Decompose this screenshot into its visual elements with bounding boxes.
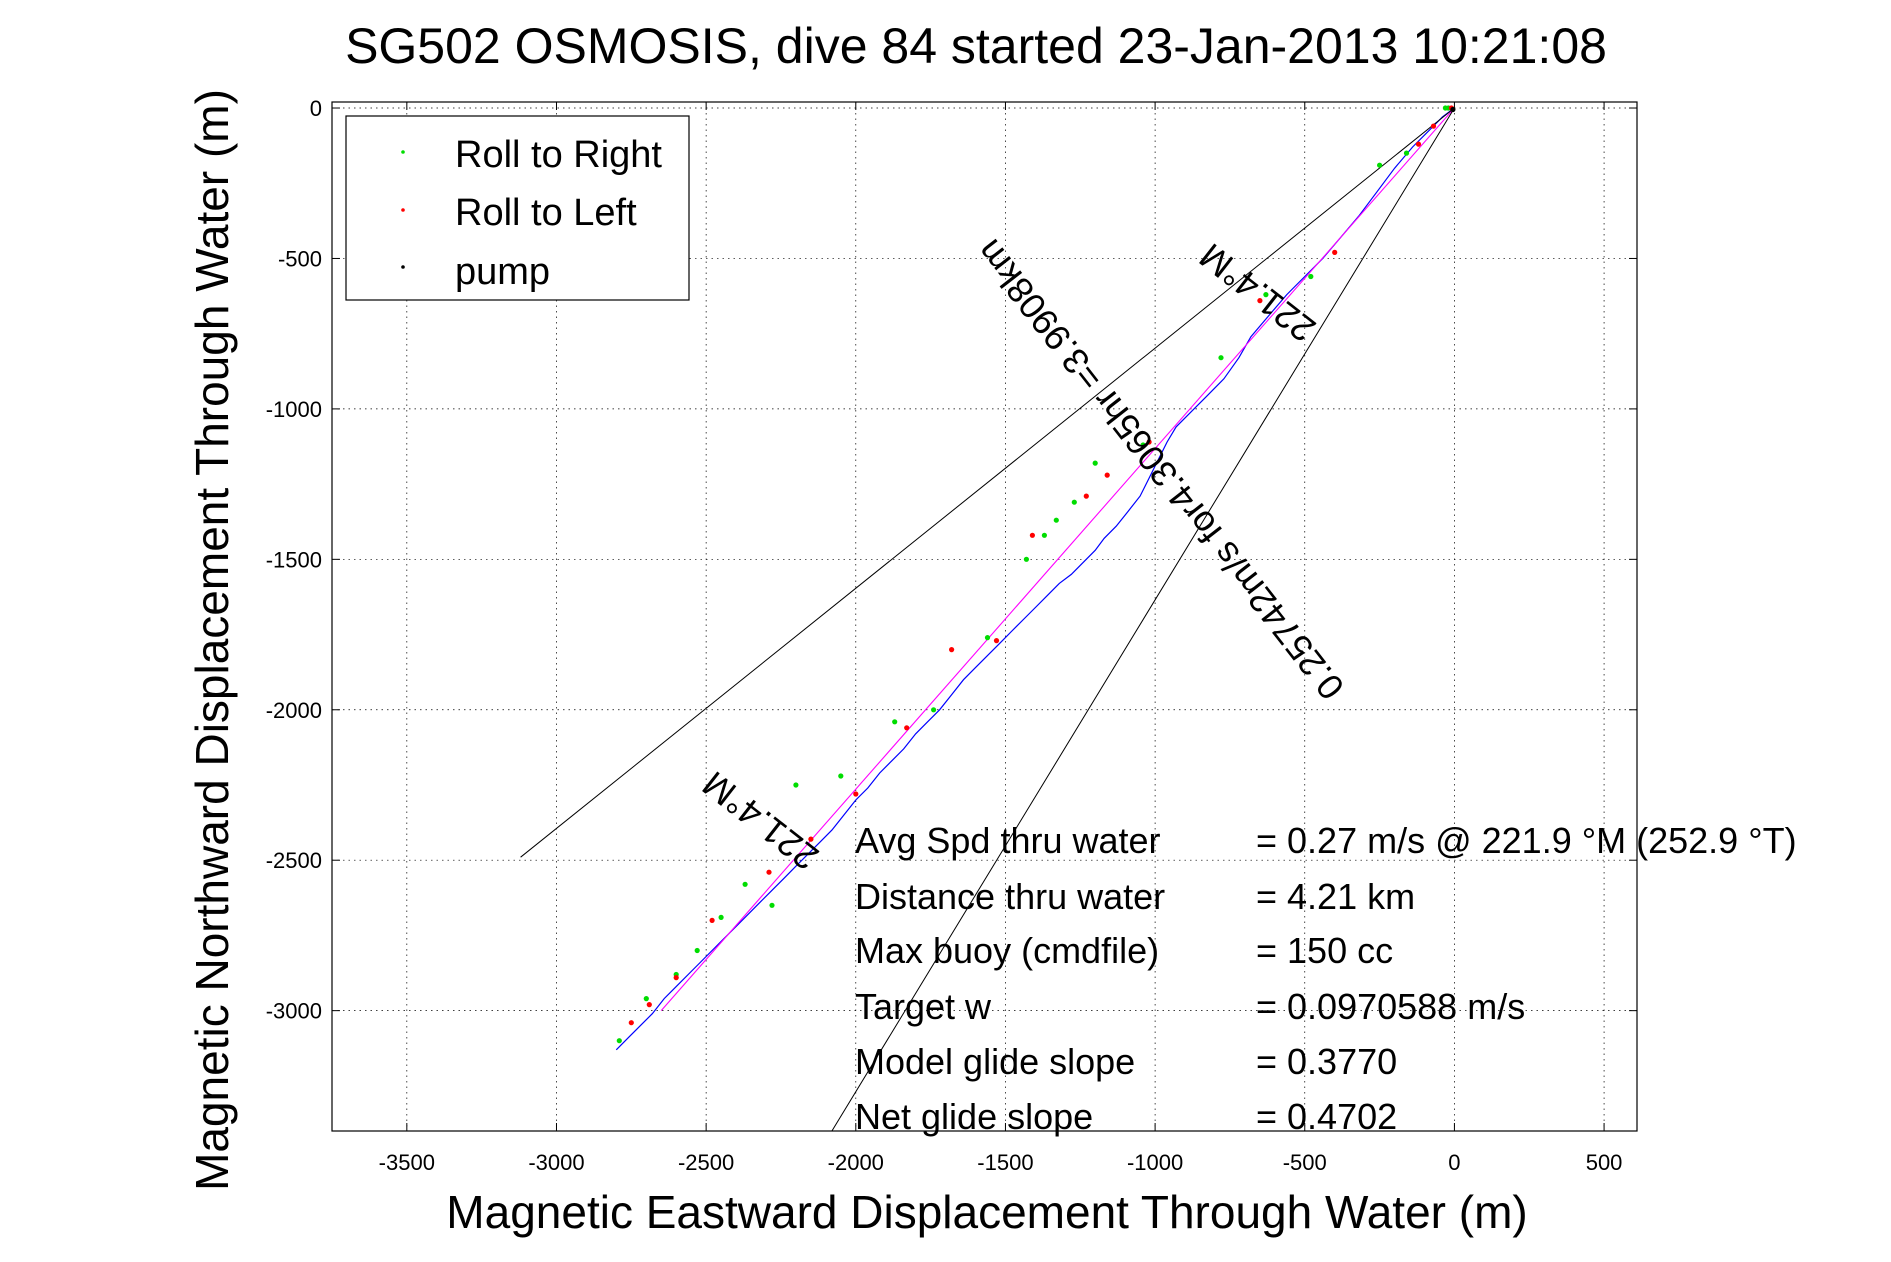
x-tick-label: -1000: [1127, 1150, 1183, 1175]
roll-right-marker: [694, 947, 700, 954]
x-tick-label: -500: [1283, 1150, 1327, 1175]
x-tick-label: -2500: [678, 1150, 734, 1175]
ticks: -3500 -3000 -2500 -2000 -1500 -1000 -500 0 500 0 -…: [266, 96, 1637, 1175]
stat-value-max-buoy: = 150 cc: [1256, 930, 1393, 971]
roll-right-marker: [984, 635, 991, 641]
x-axis-label: Magnetic Eastward Displacement Through W…: [446, 1186, 1527, 1238]
stat-label-net-glide: Net glide slope: [855, 1096, 1093, 1137]
legend-marker-roll-right: [401, 150, 405, 154]
stat-value-target-w: = 0.0970588 m/s: [1256, 986, 1525, 1027]
roll-left-marker: [1104, 472, 1110, 478]
y-tick-label: 0: [310, 96, 322, 121]
roll-right-marker: [1442, 105, 1448, 111]
model-track-line: [660, 107, 1455, 1011]
roll-left-marker: [1332, 249, 1338, 255]
roll-right-marker: [838, 773, 844, 779]
legend: Roll to Right Roll to Left pump: [345, 115, 690, 301]
roll-right-marker: [931, 707, 937, 713]
roll-left-marker: [1257, 298, 1263, 304]
x-tick-label: -1500: [977, 1150, 1033, 1175]
plot-frame: [331, 101, 1638, 1132]
stat-value-net-glide: = 0.4702: [1256, 1096, 1397, 1137]
y-tick-label: -1500: [266, 547, 322, 572]
roll-left-marker: [1029, 532, 1035, 538]
roll-right-marker: [1023, 556, 1029, 562]
roll-right-marker: [892, 719, 898, 725]
roll-left-marker: [646, 1002, 652, 1008]
y-tick-label: -2500: [266, 848, 322, 873]
roll-left-marker: [993, 638, 1000, 644]
roll-left-marker: [853, 791, 859, 797]
stat-value-distance: = 4.21 km: [1256, 876, 1415, 917]
y-tick-label: -500: [278, 246, 322, 271]
roll-right-marker: [793, 782, 799, 788]
roll-right-marker: [643, 996, 649, 1002]
roll-right-marker: [769, 902, 775, 908]
legend-marker-roll-left: [401, 208, 405, 212]
roll-left-marker: [1146, 439, 1152, 445]
roll-left-marker: [1430, 123, 1437, 129]
roll-left-marker: [1415, 141, 1422, 147]
roll-left-marker: [1083, 493, 1089, 499]
roll-right-marker: [1053, 517, 1059, 523]
y-tick-label: -2000: [266, 698, 322, 723]
roll-right-marker: [1377, 162, 1383, 168]
roll-right-marker: [1092, 460, 1098, 466]
roll-right-marker: [1218, 355, 1224, 361]
stat-label-distance: Distance thru water: [855, 876, 1165, 917]
legend-marker-pump: [401, 265, 405, 269]
roll-right-marker: [1308, 273, 1314, 280]
dive-track-line: [615, 107, 1455, 1051]
y-tick-label: -3000: [266, 999, 322, 1024]
stat-label-max-buoy: Max buoy (cmdfile): [855, 930, 1159, 971]
stat-value-model-glide: = 0.3770: [1256, 1041, 1397, 1082]
roll-right-marker: [1140, 442, 1146, 448]
y-axis-label: Magnetic Northward Displacement Through …: [186, 89, 238, 1191]
roll-left-marker: [904, 725, 910, 731]
chart-title: SG502 OSMOSIS, dive 84 started 23-Jan-20…: [345, 18, 1607, 74]
roll-right-marker: [718, 914, 724, 921]
roll-right-marker: [1403, 150, 1410, 156]
roll-left-marker: [709, 917, 715, 924]
legend-label-roll-right: Roll to Right: [455, 134, 662, 176]
x-tick-label: -3500: [379, 1150, 435, 1175]
stat-label-target-w: Target w: [855, 986, 992, 1027]
roll-right-marker: [1263, 292, 1269, 298]
roll-left-marker: [949, 647, 955, 653]
roll-left-marker: [808, 836, 814, 842]
roll-right-marker: [1041, 532, 1047, 538]
roll-left-marker: [628, 1020, 634, 1026]
roll-right-marker: [616, 1038, 622, 1044]
legend-label-roll-left: Roll to Left: [455, 192, 637, 234]
x-tick-label: 500: [1586, 1150, 1623, 1175]
stat-value-avg-speed: = 0.27 m/s @ 221.9 °M (252.9 °T): [1256, 820, 1797, 861]
stat-label-avg-speed: Avg Spd thru water: [855, 820, 1161, 861]
x-tick-label: -2000: [828, 1150, 884, 1175]
roll-right-marker: [742, 881, 748, 887]
stats-block: Avg Spd thru water = 0.27 m/s @ 221.9 °M…: [855, 820, 1797, 1137]
roll-left-marker: [673, 975, 679, 981]
stat-label-model-glide: Model glide slope: [855, 1041, 1135, 1082]
x-tick-label: 0: [1448, 1150, 1460, 1175]
legend-label-pump: pump: [455, 251, 550, 293]
y-tick-label: -1000: [266, 397, 322, 422]
x-tick-label: -3000: [528, 1150, 584, 1175]
roll-right-marker: [1071, 499, 1077, 505]
legend-box: [345, 115, 690, 301]
roll-left-marker: [766, 869, 772, 875]
